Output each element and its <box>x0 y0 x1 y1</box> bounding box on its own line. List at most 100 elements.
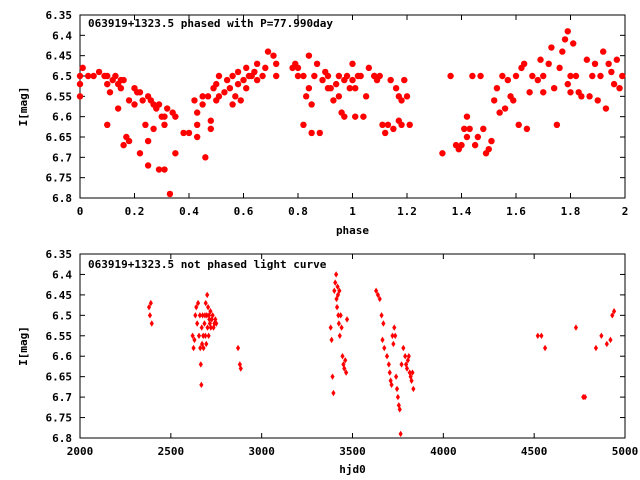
top-data-point <box>193 121 201 128</box>
top-data-point <box>526 89 533 96</box>
top-data-point <box>349 76 356 84</box>
bottom-data-point <box>333 279 338 286</box>
bottom-data-point <box>395 393 400 401</box>
top-data-point <box>556 64 563 72</box>
top-data-point <box>352 113 359 120</box>
bottom-data-point <box>392 324 397 331</box>
top-y-tick-label: 6.65 <box>46 131 73 144</box>
bottom-data-point <box>401 344 406 352</box>
bottom-data-point <box>202 320 207 327</box>
bottom-data-point <box>211 324 216 331</box>
top-data-point <box>144 137 152 145</box>
bottom-data-point <box>330 373 335 380</box>
top-data-point <box>352 85 359 92</box>
top-y-tick-label: 6.6 <box>52 111 72 124</box>
top-data-point <box>610 80 618 88</box>
bottom-data-point <box>334 271 339 278</box>
top-data-point <box>202 154 209 161</box>
bottom-data-point <box>194 303 199 311</box>
top-data-point <box>572 72 580 80</box>
top-data-point <box>567 89 574 96</box>
top-data-point <box>294 64 302 72</box>
bottom-data-point <box>334 303 340 311</box>
top-data-point <box>131 101 138 108</box>
bottom-plot-frame <box>79 253 626 439</box>
top-data-point <box>332 80 340 88</box>
bottom-data-point <box>379 312 384 319</box>
top-data-point <box>401 76 408 84</box>
top-data-point <box>104 80 111 88</box>
bottom-data-point <box>599 332 604 339</box>
bottom-data-point <box>342 365 347 372</box>
top-data-point <box>166 190 174 198</box>
bottom-data-point <box>206 312 212 319</box>
top-data-point <box>240 76 247 84</box>
bottom-data-point <box>214 320 219 327</box>
top-data-point <box>510 97 517 104</box>
top-data-point <box>474 133 482 141</box>
top-data-point <box>398 97 405 104</box>
top-data-point <box>120 141 127 149</box>
top-data-point <box>553 121 561 128</box>
top-y-tick-label: 6.35 <box>46 9 73 22</box>
top-data-point <box>305 52 313 59</box>
bottom-data-point <box>573 324 579 331</box>
top-data-point <box>229 101 236 108</box>
bottom-data-point <box>331 389 336 397</box>
bottom-x-tick-label: 5000 <box>612 445 639 458</box>
top-data-point <box>384 121 392 128</box>
top-data-point <box>578 93 585 100</box>
bottom-y-tick-label: 6.45 <box>46 289 73 302</box>
top-data-point <box>523 125 531 133</box>
top-data-point <box>327 85 334 92</box>
top-data-point <box>172 113 179 120</box>
top-data-point <box>499 72 506 80</box>
top-data-point <box>234 68 242 76</box>
top-x-tick-label: 1.8 <box>561 205 581 218</box>
top-data-point <box>390 125 397 133</box>
bottom-data-point <box>377 295 382 303</box>
top-data-point <box>447 72 454 80</box>
bottom-data-point <box>198 361 203 368</box>
bottom-data-point <box>336 312 341 319</box>
bottom-data-point <box>343 357 348 364</box>
top-x-tick-label: 0 <box>77 205 84 218</box>
top-data-point <box>488 137 495 145</box>
top-data-point <box>602 105 610 112</box>
top-data-point <box>597 72 604 80</box>
bottom-data-point <box>380 336 385 344</box>
phased-light-curve-plot: 0 0.2 0.4 0.6 0.8 1 1.2 1.4 1.6 1.8 2 6.35 6.4 6.45 6.… <box>17 9 628 237</box>
top-data-point <box>564 80 571 88</box>
bottom-data-point <box>190 332 195 339</box>
bottom-data-point <box>393 332 398 339</box>
bottom-data-point <box>337 287 342 294</box>
top-data-point <box>594 97 601 104</box>
top-x-tick-label: 1.4 <box>452 205 472 218</box>
top-data-point <box>480 125 487 133</box>
top-data-point <box>324 72 332 80</box>
top-data-point <box>570 40 577 47</box>
bottom-data-point <box>394 373 399 380</box>
bottom-data-point <box>390 332 395 339</box>
bottom-data-point <box>394 385 400 393</box>
top-data-point <box>125 97 133 104</box>
bottom-data-point <box>389 381 394 389</box>
top-data-point <box>496 109 503 116</box>
top-data-point <box>305 85 313 92</box>
bottom-data-point <box>205 303 211 311</box>
bottom-x-tick-label: 2000 <box>67 445 94 458</box>
top-x-tick-label: 0.4 <box>179 205 199 218</box>
top-data-point <box>120 76 127 84</box>
bottom-x-axis-label: hjd0 <box>339 463 366 476</box>
top-data-point <box>313 60 321 67</box>
top-x-tick-label: 0.2 <box>125 205 145 218</box>
top-data-point <box>589 72 596 80</box>
top-data-point <box>398 121 405 128</box>
bottom-data-point <box>399 361 404 368</box>
bottom-data-point <box>593 344 599 352</box>
bottom-data-point <box>197 312 202 319</box>
bottom-y-tick-label: 6.5 <box>52 309 72 322</box>
bottom-x-tick-label: 3500 <box>339 445 366 458</box>
top-data-point <box>376 72 383 80</box>
